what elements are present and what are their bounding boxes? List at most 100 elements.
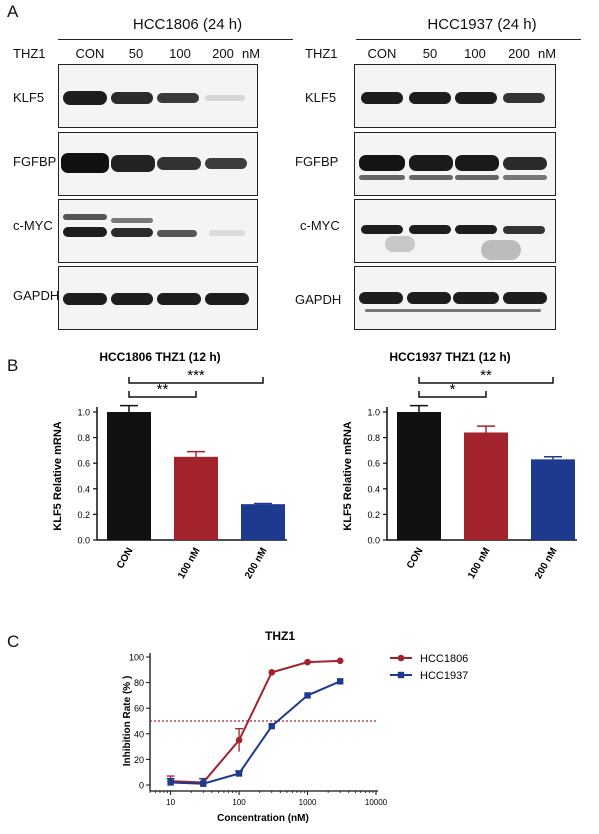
y-tick-label: 80 [134,678,144,688]
significance-label: ** [480,367,492,384]
y-tick-label: 0.6 [77,459,90,469]
protein-label: c-MYC [300,218,340,233]
bar [397,412,441,540]
lane-label: 200 [508,46,530,61]
blot-title-underline [356,39,581,40]
series-line [170,680,341,785]
data-point [336,657,344,665]
significance-bracket [128,391,197,398]
blot-klf5-hcc1937 [354,64,556,128]
panel-label-c: C [7,632,20,651]
data-point [167,779,174,786]
bar-chart-hcc1937: HCC1937 THZ1 (12 h) 0.0 0.2 0.4 0.6 0.8 1.0 KLF… [342,350,577,581]
x-tick-label: 200 nM [243,546,269,581]
x-tick-label: 10000 [365,798,388,807]
lane-label: 100 [464,46,486,61]
y-tick-label: 0.0 [77,536,90,546]
lane-label: CON [367,46,397,61]
significance-label: * [450,381,456,398]
treatment-label-right: THZ1 [305,46,338,61]
data-point [200,780,207,787]
y-tick-label: 0.4 [77,484,90,494]
bar [107,412,151,540]
panel-label-b: B [7,356,19,375]
data-point [268,669,276,676]
protein-label: FGFBP [13,154,57,169]
y-tick-label: 0.6 [367,459,380,469]
chart-title: THZ1 [265,629,295,643]
protein-label: GAPDH [295,292,342,307]
x-tick-label: CON [115,546,136,571]
data-point [337,678,344,685]
x-tick-label: 100 [232,798,246,807]
y-tick-label: 1.0 [367,408,380,418]
unit-label: nM [538,46,557,61]
significance-bracket [418,377,554,384]
data-point [304,692,311,699]
unit-label: nM [242,46,261,61]
lane-label: 200 [212,46,234,61]
line-chart-thz1: THZ1 0 20 40 60 80 100 10 100 1000 10000 Concentrat… [122,629,468,824]
blot-fgfbp-hcc1937 [354,132,556,196]
lane-label: 50 [128,46,144,61]
lane-label: 100 [169,46,191,61]
x-axis-label: Concentration (nM) [217,813,309,824]
protein-label: KLF5 [13,90,45,105]
y-axis-label: Inhibition Rate (% ) [122,676,133,767]
y-tick-label: 0.8 [367,433,380,443]
x-tick-label: CON [405,546,426,571]
lane-label: CON [75,46,105,61]
data-point [268,722,275,730]
x-tick-label: 1000 [299,798,317,807]
y-tick-label: 40 [134,729,144,739]
legend-label: HCC1937 [420,670,468,682]
data-point [235,770,243,777]
legend-marker [397,671,405,679]
x-tick-label: 100 nM [466,546,492,581]
y-tick-label: 0.2 [367,510,380,520]
blot-gapdh-hcc1937 [354,266,556,330]
legend-marker [397,654,405,662]
blot-title-underline [58,39,293,40]
bar [464,432,508,540]
blot-title-hcc1806: HCC1806 (24 h) [132,16,243,33]
x-tick-label: 200 nM [533,546,559,581]
y-axis-label: KLF5 Relative mRNA [342,421,354,530]
y-tick-label: 0.8 [77,433,90,443]
y-tick-label: 0 [139,781,144,791]
lane-label: 50 [422,46,438,61]
blot-cmyc-hcc1937 [354,199,556,263]
series-line [170,659,341,784]
y-axis-label: KLF5 Relative mRNA [52,421,64,530]
y-tick-label: 0.4 [367,484,380,494]
y-tick-label: 60 [134,704,144,714]
significance-bracket [128,377,264,384]
x-tick-label: 100 nM [176,546,202,581]
bar [531,459,575,540]
x-tick-label: 10 [166,798,175,807]
data-point [304,658,311,666]
y-tick-label: 20 [134,755,144,765]
protein-label: c-MYC [13,218,53,233]
significance-label: ** [157,381,169,398]
y-tick-label: 0.2 [77,510,90,520]
y-tick-label: 1.0 [77,408,90,418]
protein-label: GAPDH [13,288,60,303]
blot-fgfbp-hcc1806 [58,132,258,196]
data-point [235,736,243,744]
bar [241,504,285,540]
blot-klf5-hcc1806 [58,64,258,128]
blot-gapdh-hcc1806 [58,266,258,330]
treatment-label-left: THZ1 [13,46,46,61]
blot-cmyc-hcc1806 [58,199,258,263]
y-tick-label: 0.0 [367,536,380,546]
significance-bracket [418,391,487,398]
panel-label-a: A [7,2,19,21]
significance-label: *** [187,367,205,384]
protein-label: FGFBP [295,154,339,169]
legend-label: HCC1806 [420,653,468,665]
chart-title: HCC1937 THZ1 (12 h) [389,350,510,364]
blot-title-hcc1937: HCC1937 (24 h) [427,16,537,33]
bar [174,456,218,540]
chart-title: HCC1806 THZ1 (12 h) [99,350,220,364]
